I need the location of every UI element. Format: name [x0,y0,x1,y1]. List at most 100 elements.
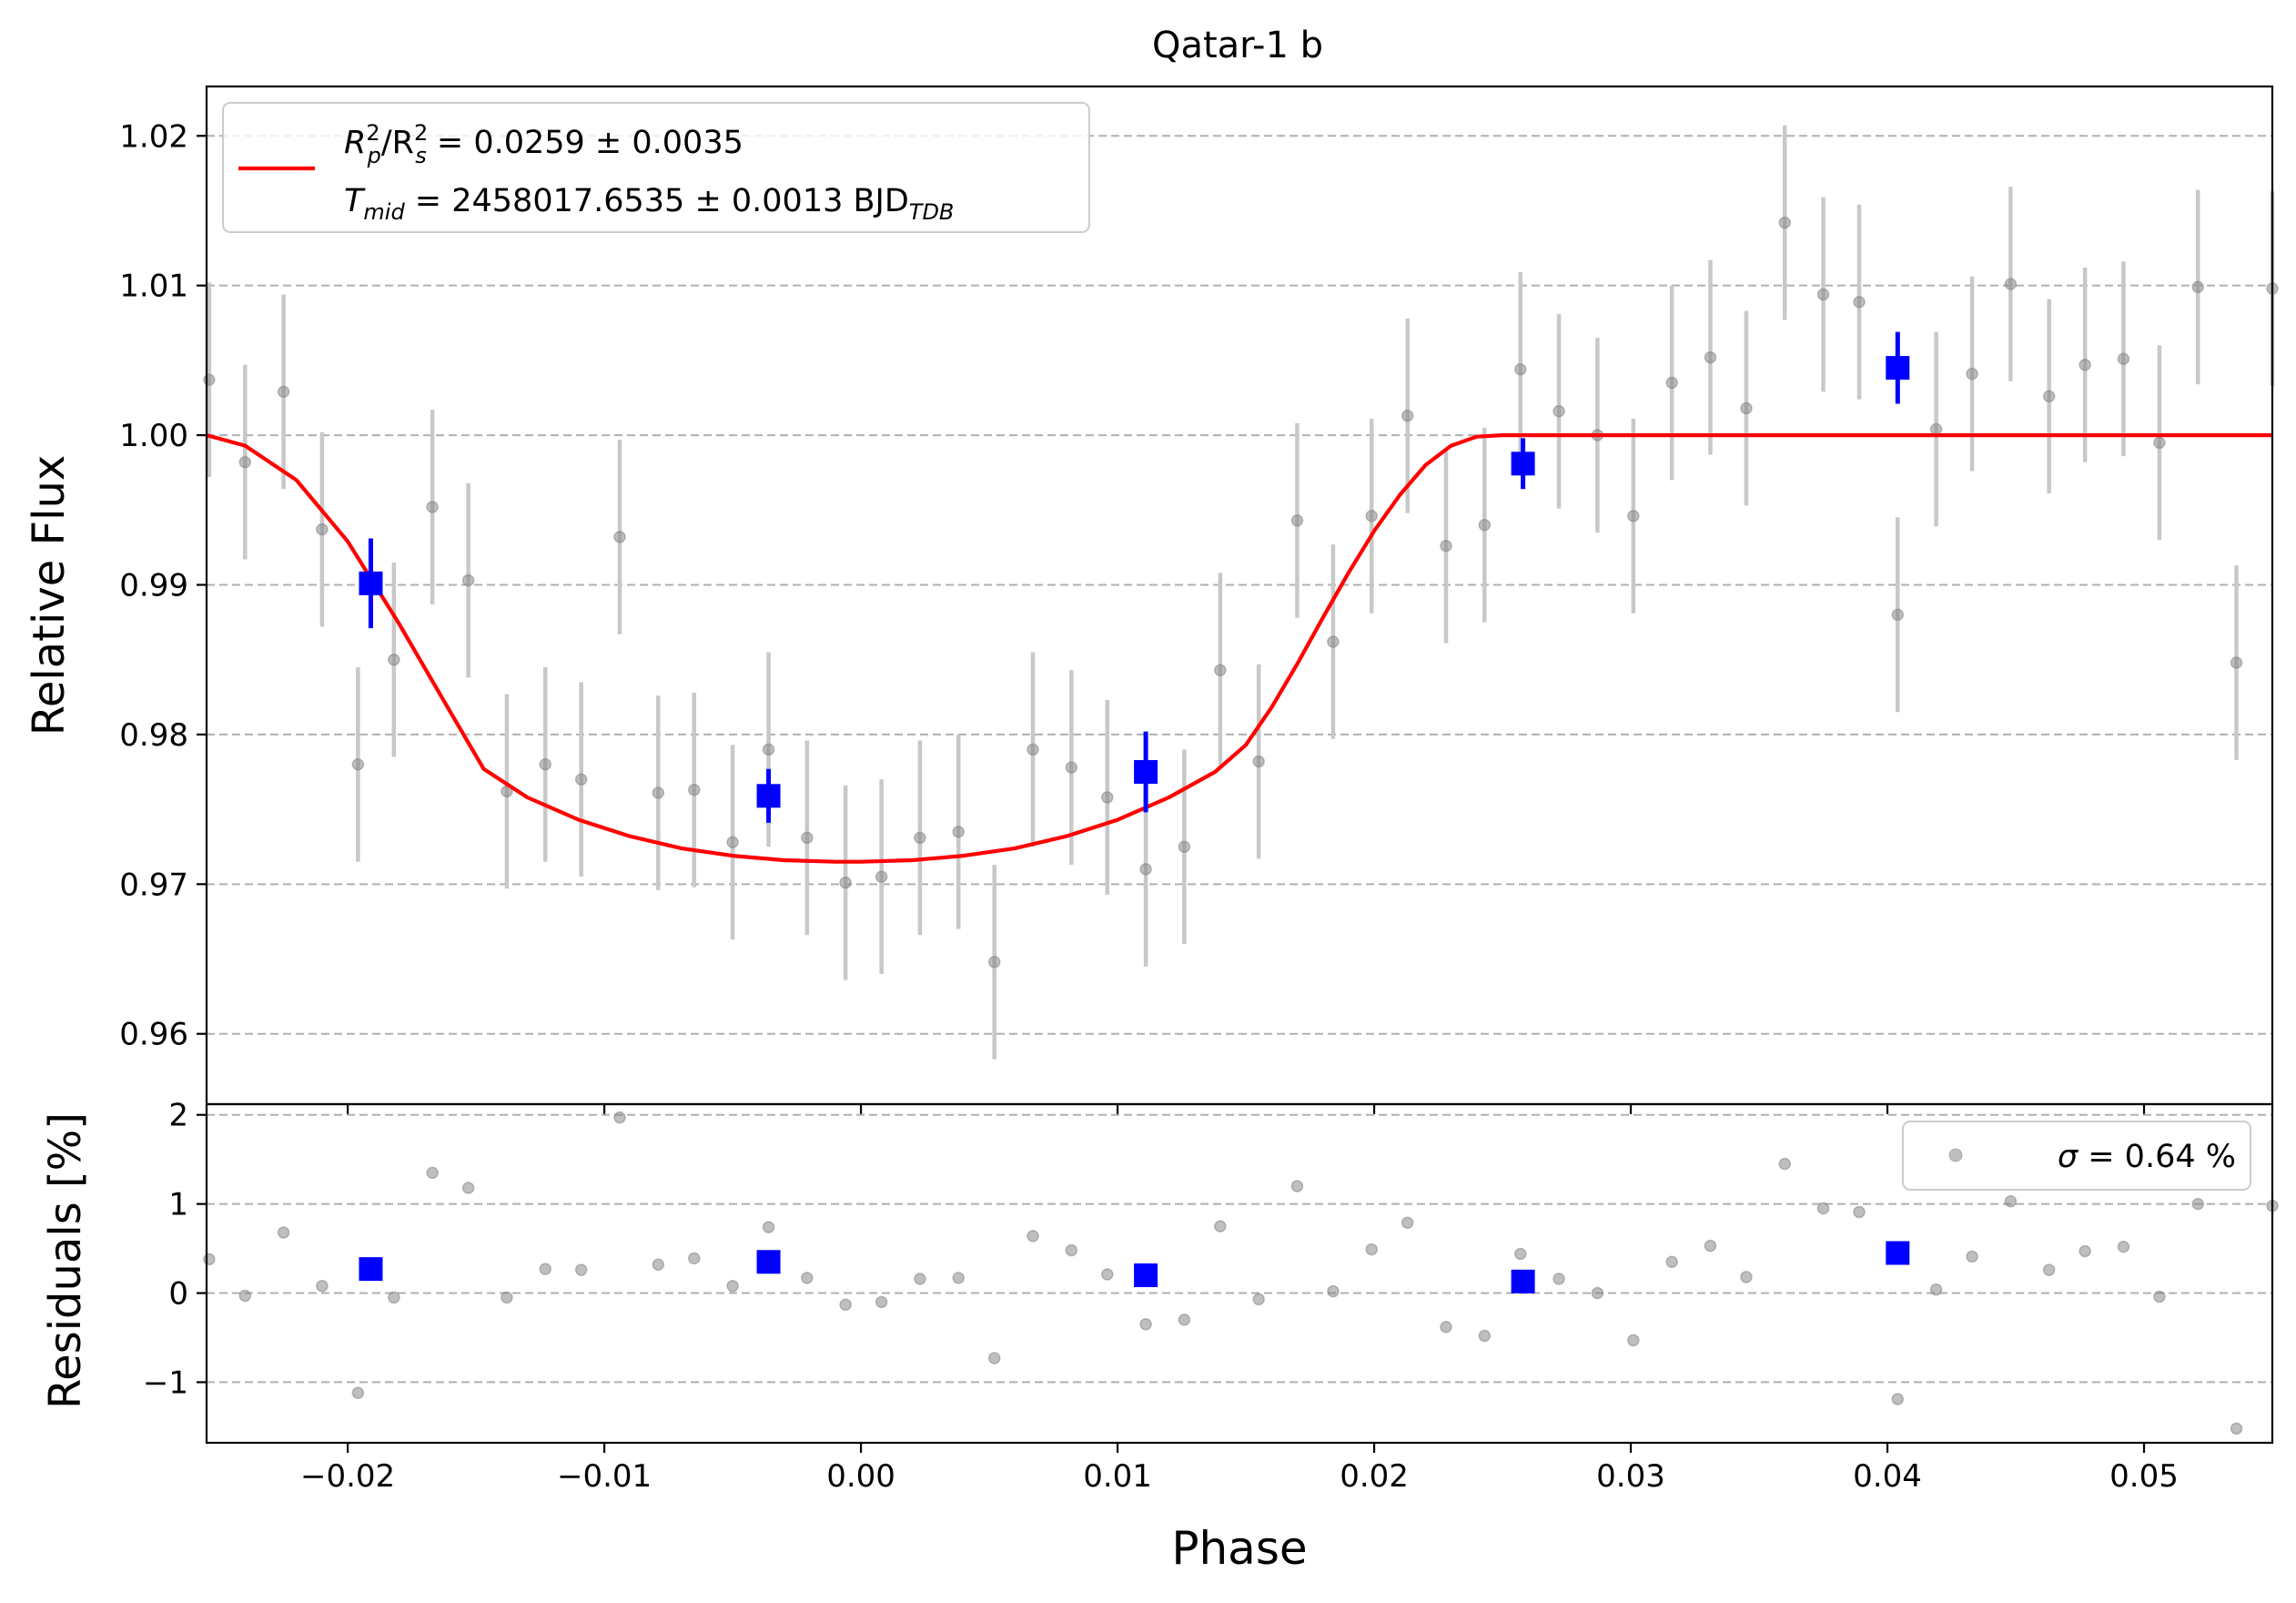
residual-binned-point [1134,1263,1158,1287]
data-point [1627,510,1640,522]
data-point [574,773,588,786]
residual-point [1440,1320,1452,1334]
residual-point [1327,1284,1340,1298]
residual-y-tick-label: 1 [168,1187,188,1223]
residual-point [1778,1157,1791,1171]
data-point [316,522,329,536]
binned-point [359,571,383,595]
residual-point [1891,1393,1905,1405]
data-point [1101,791,1114,804]
data-point [2191,280,2204,294]
residual-point [613,1111,626,1124]
y-axis-label: Relative Flux [24,455,75,736]
top-y-tick-label: 0.96 [119,1017,188,1053]
data-point [1778,216,1791,229]
residual-point [762,1221,775,1233]
residual-point [2079,1244,2091,1258]
residual-point [2042,1263,2056,1276]
data-point [203,373,216,386]
binned-point [1886,356,1910,380]
data-point [652,786,665,799]
data-point [351,758,365,771]
top-gridlines [207,135,2272,1035]
top-y-tick-label: 1.00 [119,418,188,454]
residual-point [1929,1283,1943,1296]
residual-point [2004,1194,2018,1208]
top-y-tick-label: 0.98 [119,717,188,754]
residuals-panel: −1 0 1 2 −0.02 −0.01 0.00 0.01 0.02 0.03 0.04 0.05… [40,1098,2279,1575]
residual-point [1553,1273,1565,1285]
top-binned-points [359,331,1910,823]
x-tick-label: −0.02 [300,1458,395,1495]
residual-point [1704,1239,1717,1253]
data-point [952,826,965,838]
data-point [1891,608,1905,622]
data-point [914,831,926,845]
top-data-points [203,216,2279,969]
data-point [762,743,775,756]
x-axis-label: Phase [1171,1522,1307,1575]
data-point [1327,635,1340,648]
residual-y-ticks: −1 0 1 2 [143,1098,207,1401]
data-point [1704,350,1717,364]
data-point [1401,409,1414,422]
legend-mid-transit: Tmid = 2458017.6535 ± 0.0013 BJDTDB [344,183,954,225]
data-point [1816,288,1830,301]
data-point [1027,743,1039,756]
residual-point [1027,1230,1039,1243]
data-point [2079,359,2091,371]
data-point [1553,405,1565,418]
binned-point [1134,760,1158,785]
top-y-tick-label: 0.99 [119,567,188,604]
residual-y-tick-label: −1 [143,1365,188,1401]
data-point [726,836,739,849]
light-curve-panel: Qatar-1 b 0.96 0.97 0.98 0.99 1.00 1.01 1.02 R… [24,25,2279,1114]
data-point [461,573,475,587]
residual-point [1853,1205,1866,1219]
residual-point [1627,1334,1640,1347]
data-point [1853,296,1866,309]
data-point [277,385,290,399]
residual-point [1401,1216,1414,1229]
residual-point [1214,1220,1227,1233]
data-point [875,870,888,883]
data-point [1665,376,1678,390]
data-point [2004,278,2018,290]
residual-legend-box [1902,1121,2251,1191]
residual-point [952,1272,965,1284]
residual-point [1252,1293,1265,1306]
data-point [839,876,852,889]
residual-point [1591,1286,1604,1300]
binned-point [1511,451,1535,476]
residual-point [351,1386,365,1399]
top-y-tick-label: 1.01 [119,269,188,305]
residual-point [203,1253,216,1266]
residual-legend-marker [1948,1148,1963,1162]
x-tick-label: 0.03 [1596,1458,1665,1495]
x-tick-label: 0.01 [1083,1458,1152,1495]
residual-y-tick-label: 0 [168,1276,188,1313]
data-point [1178,840,1191,853]
residual-point [1065,1243,1078,1257]
data-point [688,783,701,796]
data-point [1966,367,1978,380]
residual-point [1101,1268,1114,1281]
data-point [1365,510,1378,522]
x-tick-label: 0.05 [2109,1458,2179,1495]
top-legend: R2 p/R2 s = 0.0259 ± 0.0035 Tmid = 2458017… [222,102,1090,233]
data-point [613,531,626,543]
x-ticks: −0.02 −0.01 0.00 0.01 0.02 0.03 0.04 0.05 [300,1443,2179,1495]
residual-point [388,1291,400,1304]
residual-point [1290,1180,1304,1192]
x-tick-label: 0.02 [1340,1458,1409,1495]
residual-point [1139,1318,1152,1331]
bottom-axes-frame [205,1102,2274,1445]
sigma-label: σ = 0.64 % [2058,1139,2236,1175]
chart-title: Qatar-1 b [1152,25,1323,66]
data-point [1290,514,1304,527]
residual-point [316,1279,329,1293]
residual-point [277,1226,290,1239]
data-point [426,501,439,513]
residual-axis-label: Residuals [%] [40,1112,91,1409]
